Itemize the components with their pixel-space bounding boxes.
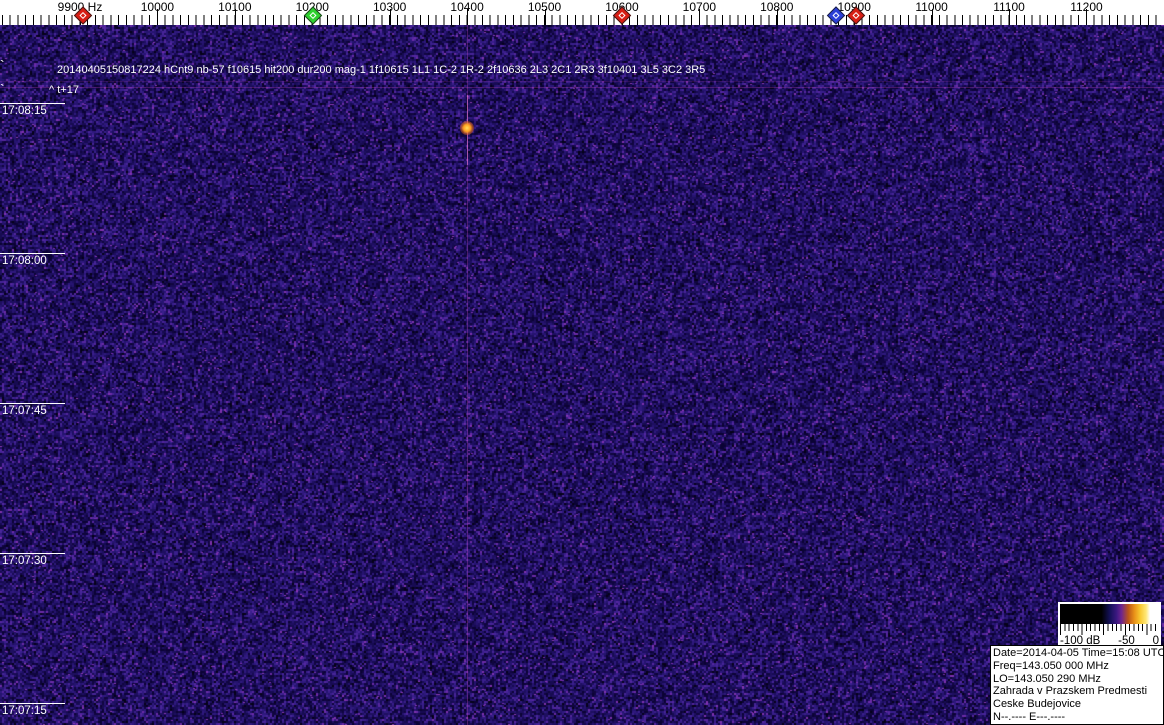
frequency-tick-label: 10500	[528, 0, 561, 14]
info-city: Ceske Budejovice	[993, 698, 1161, 711]
marker-inner-diamond-icon	[79, 12, 86, 19]
info-date-time: Date=2014-04-05 Time=15:08 UTC	[993, 647, 1161, 660]
info-location-name: Zahrada v Prazskem Predmesti	[993, 685, 1161, 698]
waterfall-spectrogram-display[interactable]	[0, 25, 1164, 725]
spectrogram-app-window: 9900 Hz100001010010200103001040010500106…	[0, 0, 1164, 725]
marker-inner-diamond-icon	[852, 12, 859, 19]
legend-minor-ticks	[1060, 624, 1159, 631]
marker-inner-diamond-icon	[618, 12, 625, 19]
frequency-tick-label: 11100	[993, 0, 1025, 14]
frequency-tick-label: 10700	[683, 0, 716, 14]
info-coordinates: N--.---- E---.----	[993, 711, 1161, 724]
frequency-tick-label: 11000	[915, 0, 947, 14]
frequency-tick-label: 10000	[141, 0, 174, 14]
frequency-tick-label: 10400	[450, 0, 483, 14]
frequency-minor-ticks	[2, 15, 1162, 25]
marker-inner-diamond-icon	[832, 12, 839, 19]
color-gradient-bar	[1060, 604, 1159, 624]
frequency-tick-label: 10100	[218, 0, 251, 14]
station-info-box: Date=2014-04-05 Time=15:08 UTC Freq=143.…	[990, 645, 1164, 725]
info-local-oscillator: LO=143.050 290 MHz	[993, 673, 1161, 686]
frequency-ruler: 9900 Hz100001010010200103001040010500106…	[0, 0, 1164, 25]
db-color-scale-legend: -100 dB -50 0	[1058, 602, 1161, 648]
frequency-tick-label: 10300	[373, 0, 406, 14]
info-frequency: Freq=143.050 000 MHz	[993, 660, 1161, 673]
frequency-tick-label: 11200	[1070, 0, 1102, 14]
marker-inner-diamond-icon	[309, 12, 316, 19]
frequency-tick-label: 10800	[760, 0, 793, 14]
